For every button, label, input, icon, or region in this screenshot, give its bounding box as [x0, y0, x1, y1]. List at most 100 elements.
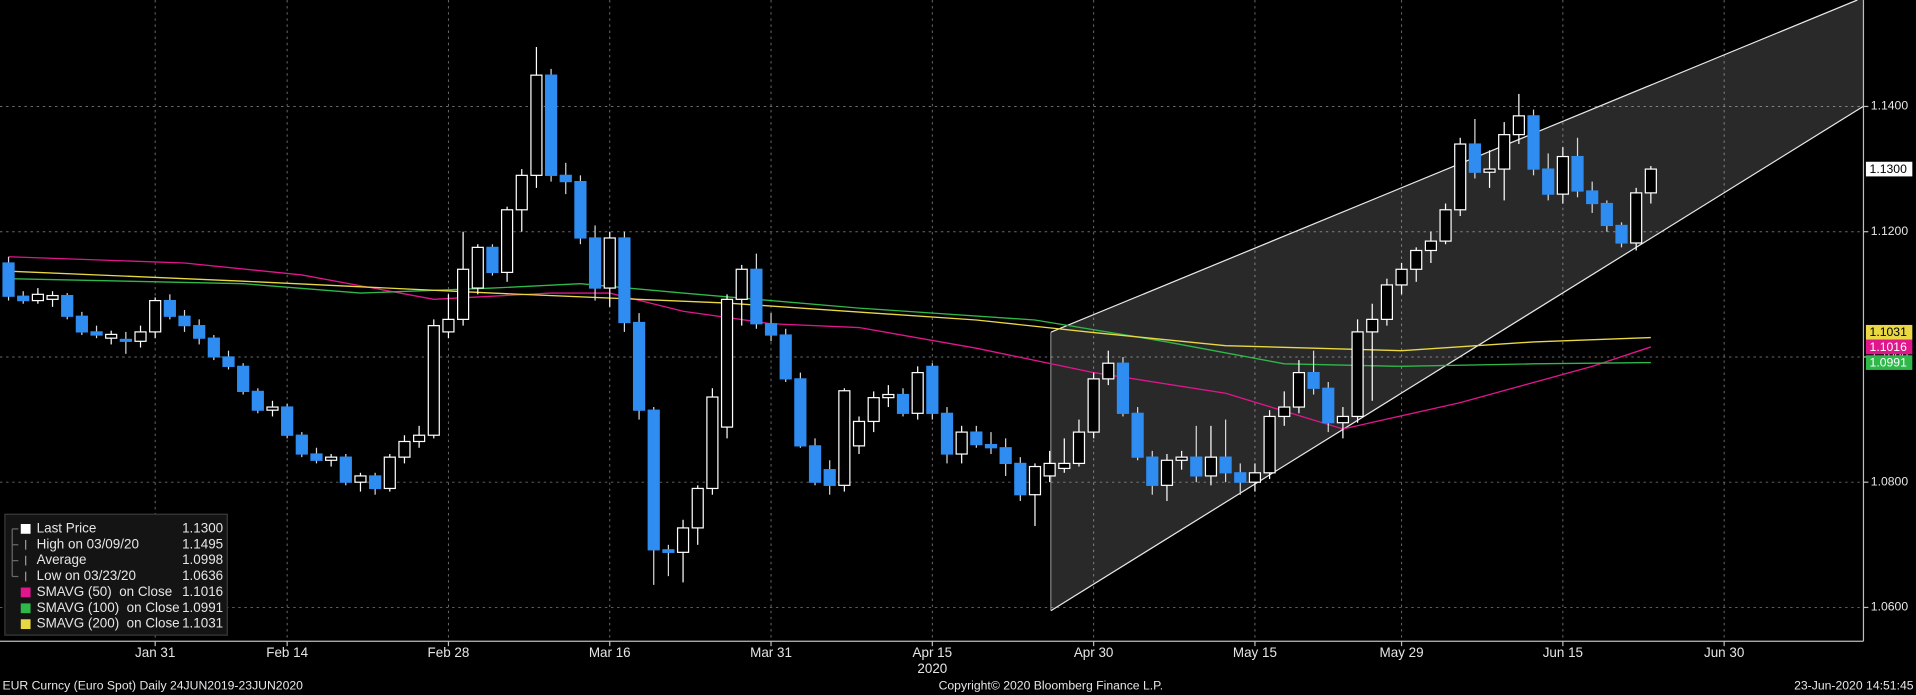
- value-box-label: 1.1300: [1870, 162, 1908, 176]
- candle-body: [1307, 371, 1320, 389]
- candle-body: [1043, 462, 1056, 477]
- candle-body: [1615, 224, 1628, 244]
- candle-body: [1234, 472, 1247, 483]
- candle-body: [1058, 462, 1071, 470]
- candle-body: [1366, 318, 1379, 333]
- legend: Last Price 1.1300 High on 03/09/20 1.1495 Av…: [4, 513, 228, 636]
- candle-body: [1527, 115, 1540, 170]
- candle-body: [398, 440, 411, 458]
- legend-label: SMAVG (200) on Close: [37, 616, 180, 631]
- value-box: [1865, 324, 1913, 340]
- channel-shade: [1050, 0, 1864, 611]
- x-tick-label: Jan 31: [135, 645, 175, 660]
- footer: EUR Curncy (Euro Spot) Daily 24JUN2019-2…: [2, 679, 1913, 693]
- candle-body: [662, 549, 675, 553]
- value-box-label: 1.0991: [1870, 355, 1908, 369]
- candle-body: [926, 365, 939, 414]
- footer-right: 23-Jun-2020 14:51:45: [1794, 679, 1914, 693]
- candle-body: [295, 434, 308, 455]
- candle-body: [1072, 431, 1086, 465]
- x-tick-label: May 29: [1380, 645, 1424, 660]
- y-tick-label: 1.1200: [1871, 224, 1909, 238]
- candle-body: [691, 487, 704, 529]
- candle-body: [1410, 249, 1423, 270]
- x-tick-label: Feb 28: [428, 645, 470, 660]
- candle-body: [882, 393, 895, 399]
- candle-body: [1644, 168, 1657, 194]
- candle-body: [647, 409, 660, 551]
- candle-body: [1468, 143, 1481, 173]
- value-box-label: 1.1031: [1870, 325, 1908, 339]
- candle-body: [706, 396, 719, 490]
- candle-body: [676, 527, 690, 553]
- candle-body: [720, 298, 734, 428]
- candle-body: [383, 456, 396, 490]
- candle-body: [1512, 115, 1525, 136]
- candle-body: [940, 412, 954, 455]
- footer-center: Copyright© 2020 Bloomberg Finance L.P.: [939, 679, 1164, 693]
- candle-body: [149, 299, 162, 333]
- legend-label: Average: [37, 552, 87, 567]
- candle-body: [559, 174, 572, 183]
- candle-body: [735, 268, 748, 300]
- candle-body: [1160, 459, 1174, 486]
- legend-value: 1.0998: [182, 552, 223, 567]
- candle-body: [1483, 168, 1496, 173]
- legend-value: 1.1031: [182, 616, 223, 631]
- candle-body: [1175, 456, 1188, 461]
- candle-body: [354, 475, 367, 483]
- candle-body: [1380, 284, 1394, 320]
- legend-value: 1.0636: [182, 568, 223, 583]
- candle-body: [31, 293, 44, 302]
- candle-body: [193, 325, 206, 339]
- candle-body: [1454, 143, 1467, 211]
- candle-body: [823, 469, 836, 486]
- candle-body: [1439, 209, 1452, 242]
- footer-left: EUR Curncy (Euro Spot) Daily 24JUN2019-2…: [2, 679, 303, 693]
- candle-body: [838, 390, 851, 486]
- x-tick-label: Apr 30: [1074, 645, 1114, 660]
- candle-body: [413, 434, 426, 443]
- value-box-label: 1.1016: [1870, 340, 1908, 354]
- legend-label: SMAVG (100) on Close: [37, 600, 180, 615]
- candle-body: [1014, 462, 1027, 496]
- candle-body: [515, 174, 528, 211]
- candle-body: [1278, 406, 1291, 418]
- candle-body: [1571, 155, 1584, 192]
- legend-box: [4, 513, 228, 636]
- candle-body: [574, 180, 587, 239]
- grid: [0, 0, 1864, 642]
- candle-body: [222, 356, 235, 367]
- candle-body: [134, 331, 147, 342]
- candle-body: [1542, 168, 1555, 195]
- legend-value: 1.1300: [182, 520, 223, 535]
- candle-body: [90, 331, 103, 336]
- legend-label: Last Price: [37, 520, 97, 535]
- candles: [2, 46, 1657, 585]
- x-tick-label: Feb 14: [266, 645, 308, 660]
- candle-body: [163, 299, 176, 317]
- candle-body: [1028, 465, 1042, 496]
- channel-lower: [1050, 105, 1864, 612]
- candle-body: [207, 337, 220, 358]
- candle-body: [75, 315, 88, 333]
- candle-body: [46, 294, 59, 300]
- y-tick-label: 1.1400: [1871, 99, 1909, 113]
- candle-body: [1116, 362, 1130, 414]
- candle-body: [764, 323, 778, 336]
- candle-body: [984, 444, 998, 449]
- candle-body: [618, 237, 631, 324]
- sma-line: [8, 278, 1651, 368]
- candle-body: [603, 237, 616, 289]
- legend-swatch: [20, 587, 31, 598]
- candle-body: [1102, 362, 1115, 380]
- legend-label: Low on 03/23/20: [37, 568, 136, 583]
- candle-body: [251, 390, 264, 411]
- legend-swatch: [20, 523, 31, 534]
- candle-body: [852, 420, 866, 447]
- legend-label: SMAVG (50) on Close: [37, 584, 173, 599]
- candle-body: [750, 268, 763, 325]
